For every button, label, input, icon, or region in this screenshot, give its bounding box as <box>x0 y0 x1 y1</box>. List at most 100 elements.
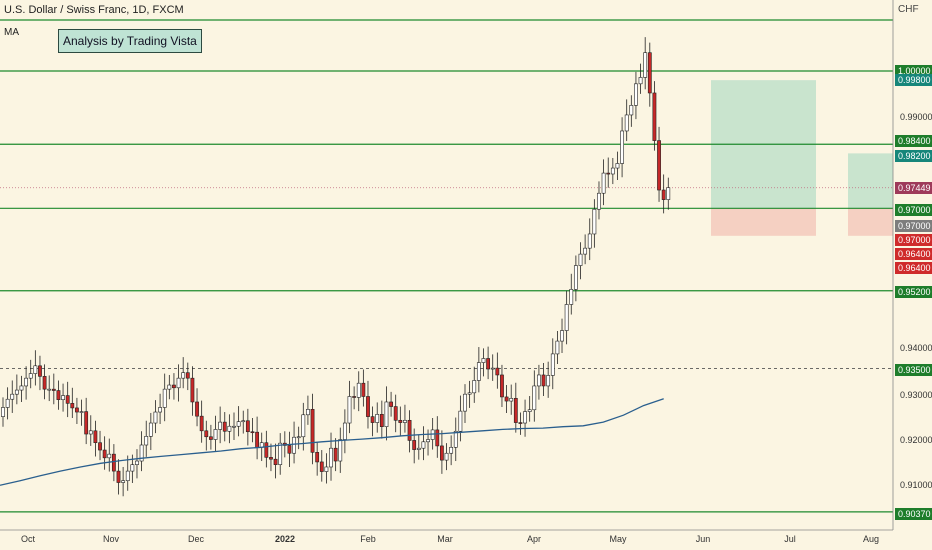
price-tag-label: 0.97000 <box>898 205 931 215</box>
currency-label: CHF <box>898 4 919 15</box>
candle <box>435 429 440 447</box>
candle <box>403 419 407 423</box>
candle <box>61 395 65 400</box>
price-tick-label: 0.99000 <box>900 112 932 122</box>
candle <box>33 365 38 374</box>
candle <box>199 415 204 432</box>
time-tick-label: Aug <box>863 534 879 544</box>
price-tag-label: 0.98400 <box>898 136 931 146</box>
candle <box>370 416 375 423</box>
candle <box>389 401 393 407</box>
candle <box>107 453 112 459</box>
candle <box>421 441 426 449</box>
price-tag-label: 0.96400 <box>898 263 931 273</box>
price-tag-box <box>895 220 932 232</box>
candle <box>661 189 666 200</box>
candle <box>296 436 301 439</box>
candle <box>624 114 629 132</box>
candle <box>333 447 338 462</box>
candle <box>250 431 255 434</box>
candle <box>578 253 583 266</box>
candle <box>153 411 158 424</box>
candle <box>75 407 79 413</box>
candle <box>329 447 333 468</box>
candle <box>361 382 366 397</box>
candle <box>84 411 89 435</box>
candle <box>463 393 467 412</box>
candle <box>306 408 310 416</box>
price-tag-label: 0.97000 <box>898 221 931 231</box>
candle <box>319 461 324 472</box>
candle <box>42 376 47 390</box>
candle <box>28 373 33 379</box>
candle <box>634 83 638 106</box>
candle <box>292 436 296 454</box>
candle <box>10 393 15 400</box>
candle <box>342 422 347 440</box>
time-tick-label: Jul <box>784 534 796 544</box>
candle <box>592 208 597 235</box>
candle <box>148 422 153 437</box>
price-tick-label: 0.93000 <box>900 390 932 400</box>
candle <box>24 377 29 387</box>
candle <box>573 265 578 290</box>
candle <box>190 377 195 403</box>
candle <box>301 414 306 438</box>
candle <box>310 408 315 453</box>
candle <box>19 385 24 391</box>
candle <box>125 470 130 482</box>
candle <box>38 365 42 377</box>
price-tag-label: 0.97449 <box>898 183 931 193</box>
candle <box>518 422 523 424</box>
price-tag-box <box>895 182 932 194</box>
candle <box>5 398 10 408</box>
candle <box>583 247 588 255</box>
candle <box>638 77 643 85</box>
candle <box>426 439 430 443</box>
candle <box>481 358 486 363</box>
candle <box>560 330 564 342</box>
candle <box>657 140 661 191</box>
candle <box>629 105 634 116</box>
candle <box>513 398 518 423</box>
price-tag-box <box>895 150 932 162</box>
candle <box>167 384 172 390</box>
price-axis-panel <box>893 0 932 550</box>
candle <box>56 390 61 400</box>
time-tick-label: Dec <box>188 534 205 544</box>
candle <box>666 187 671 200</box>
candle <box>172 384 176 389</box>
moving-average-line <box>0 398 664 486</box>
candle <box>527 409 532 412</box>
candle <box>135 460 139 465</box>
ma-indicator-label[interactable]: MA <box>4 27 19 38</box>
candle <box>338 439 343 462</box>
candle <box>606 172 611 175</box>
candle <box>181 372 186 379</box>
price-tag-box <box>895 135 932 147</box>
price-tag-label: 0.93500 <box>898 365 931 375</box>
candle <box>315 452 320 463</box>
price-tag-box <box>895 234 932 246</box>
candle <box>555 340 560 355</box>
candle <box>227 425 232 432</box>
candle <box>102 449 107 459</box>
candle <box>273 458 278 465</box>
price-tag-box <box>895 74 932 86</box>
candle <box>204 430 209 438</box>
candle <box>615 163 620 169</box>
candle <box>144 436 149 446</box>
candle <box>504 396 509 402</box>
candle <box>490 367 495 370</box>
candle <box>444 452 449 461</box>
candle <box>587 233 592 249</box>
candle <box>218 421 223 430</box>
candle <box>550 353 555 376</box>
candle <box>384 401 389 427</box>
candle <box>495 367 500 376</box>
candle <box>379 414 384 427</box>
candle <box>14 389 19 395</box>
price-tag-label: 0.98200 <box>898 151 931 161</box>
candle <box>176 377 181 389</box>
